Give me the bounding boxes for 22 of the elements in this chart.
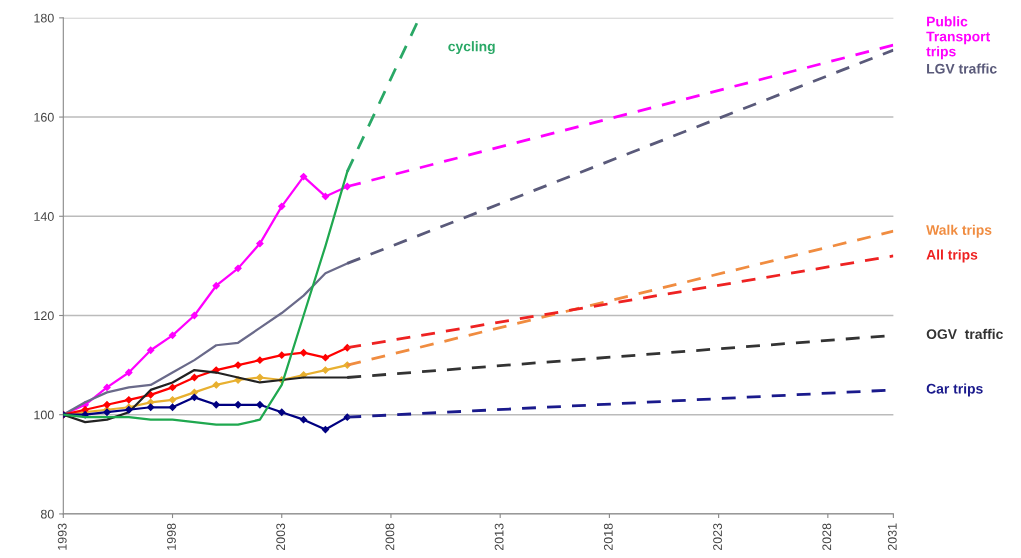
x-tick-label: 2031 <box>887 523 897 551</box>
x-tick-label: 2018 <box>603 523 613 551</box>
x-tick-label: 2013 <box>494 523 504 551</box>
text: OGV traffic <box>926 328 1003 340</box>
y-tick-label: 140 <box>34 212 54 221</box>
y-tick-label: 100 <box>34 410 54 420</box>
text: Public Transport trips <box>926 16 991 60</box>
x-tick-label: 2003 <box>276 523 286 551</box>
y-tick-label: 160 <box>34 112 54 122</box>
x-tick-label: 2028 <box>822 523 832 551</box>
y-tick-label: 80 <box>40 509 54 519</box>
y-tick-label: 120 <box>34 311 54 321</box>
text: cycling <box>448 41 495 55</box>
text: Walk trips <box>926 224 992 238</box>
text: All trips <box>926 249 978 263</box>
text: Car trips <box>926 383 983 397</box>
x-tick-label: 2008 <box>385 523 395 551</box>
y-tick-label: 180 <box>34 13 54 23</box>
text: LGV traffic <box>927 63 997 74</box>
x-tick-label: 1993 <box>57 523 67 550</box>
x-tick-label: 2023 <box>713 523 722 551</box>
x-tick-label: 1998 <box>167 523 176 550</box>
